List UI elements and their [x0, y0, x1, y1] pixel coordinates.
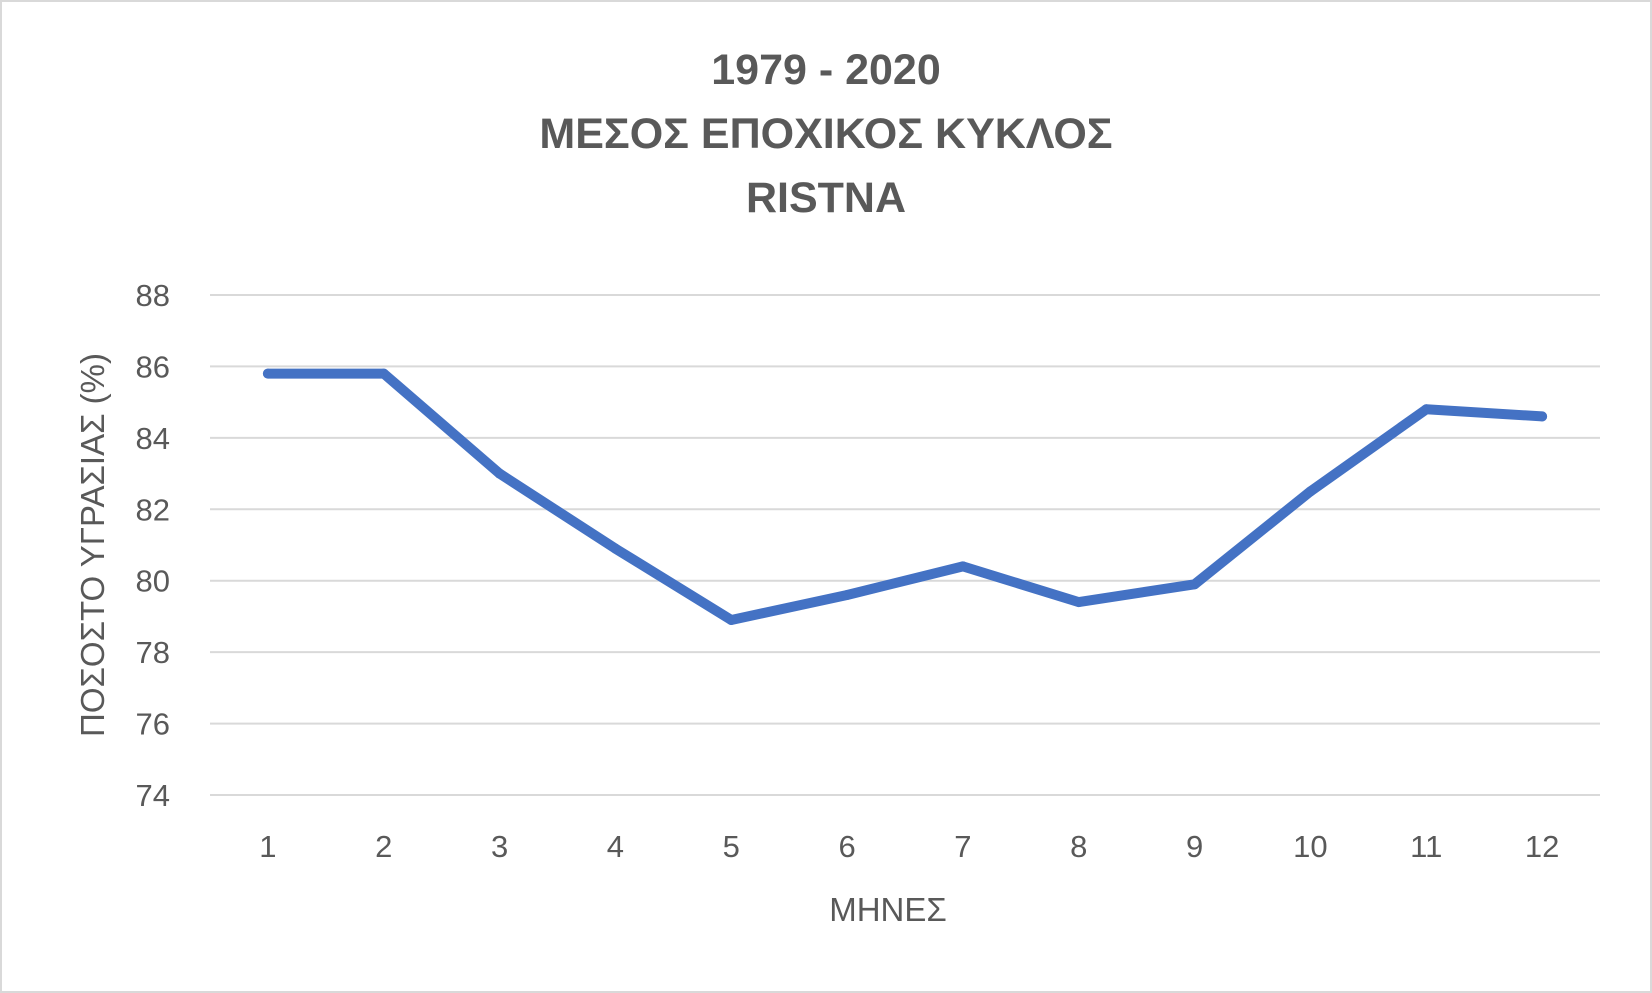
x-tick-label: 10: [1293, 829, 1327, 864]
y-axis-ticks: 74 76 78 80 82 84 86 88: [136, 278, 170, 813]
data-point: [1305, 486, 1316, 497]
y-tick-label: 82: [136, 492, 170, 527]
x-tick-label: 5: [723, 829, 740, 864]
x-tick-label: 3: [491, 829, 508, 864]
y-tick-label: 74: [136, 778, 170, 813]
gridlines: [210, 294, 1600, 796]
y-tick-label: 86: [136, 349, 170, 384]
chart-title: 1979 - 2020 ΜΕΣΟΣ ΕΠΟΧΙΚΟΣ ΚΥΚΛΟΣ RISTNA: [0, 38, 1652, 230]
data-point: [494, 468, 505, 479]
data-point: [1073, 597, 1084, 608]
data-point: [957, 561, 968, 572]
x-axis-ticks: 1 2 3 4 5 6 7 8 9 10 11 12: [259, 829, 1559, 864]
x-tick-label: 2: [375, 829, 392, 864]
data-point: [1189, 579, 1200, 590]
chart-title-line-1: 1979 - 2020: [711, 46, 941, 94]
y-axis-title: ΠΟΣΟΣΤΟ ΥΓΡΑΣΙΑΣ (%): [74, 353, 111, 737]
series-layer: [262, 368, 1548, 625]
data-point: [726, 615, 737, 625]
data-point: [1421, 404, 1432, 415]
chart-title-line-2: ΜΕΣΟΣ ΕΠΟΧΙΚΟΣ ΚΥΚΛΟΣ: [539, 110, 1113, 158]
data-point: [262, 368, 273, 379]
x-tick-label: 4: [607, 829, 624, 864]
y-tick-label: 84: [136, 421, 170, 456]
x-tick-label: 9: [1186, 829, 1203, 864]
y-tick-label: 78: [136, 635, 170, 670]
x-tick-label: 6: [838, 829, 855, 864]
data-point: [610, 543, 621, 554]
y-tick-label: 76: [136, 707, 170, 742]
x-tick-label: 1: [259, 829, 276, 864]
y-tick-label: 80: [136, 564, 170, 599]
data-point: [842, 590, 853, 600]
x-tick-label: 8: [1070, 829, 1087, 864]
data-point: [378, 368, 389, 379]
x-tick-label: 7: [954, 829, 971, 864]
x-axis-title: ΜΗΝΕΣ: [829, 891, 947, 928]
series-line: [262, 368, 1548, 625]
x-tick-label: 12: [1525, 829, 1559, 864]
y-tick-label: 88: [136, 278, 170, 313]
chart-title-line-3: RISTNA: [745, 174, 907, 222]
x-tick-label: 11: [1410, 829, 1442, 864]
data-point: [1537, 411, 1548, 422]
